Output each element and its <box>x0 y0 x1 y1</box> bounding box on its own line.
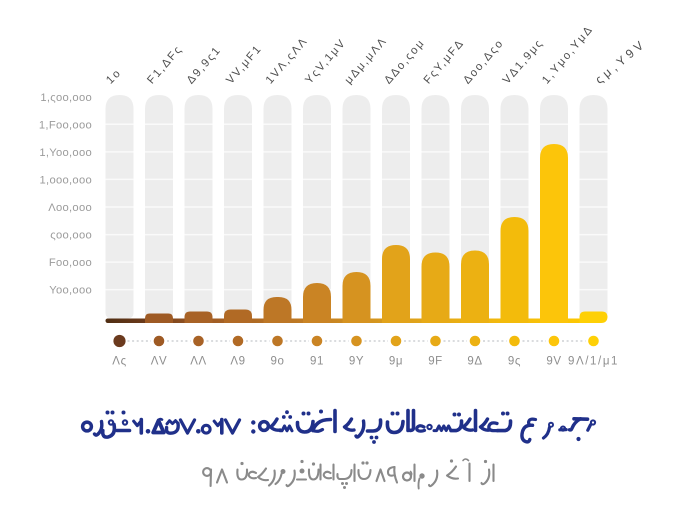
svg-text:Foo,ooo: Foo,ooo <box>49 257 92 269</box>
svg-text:Yoo,ooo: Yoo,ooo <box>49 285 92 297</box>
svg-text:1,ooo,ooo: 1,ooo,ooo <box>40 174 92 186</box>
svg-text:Λoo,ooo: Λoo,ooo <box>48 202 92 214</box>
svg-text:9ς: 9ς <box>508 356 521 368</box>
svg-text:Λς: Λς <box>112 356 126 368</box>
svg-text:9Δ: 9Δ <box>467 356 482 368</box>
svg-text:ΛΛ: ΛΛ <box>190 356 207 368</box>
svg-text:1,Yoo,ooo: 1,Yoo,ooo <box>39 147 92 159</box>
svg-text:1,Foo,ooo: 1,Foo,ooo <box>39 119 92 131</box>
svg-text:9o: 9o <box>271 356 285 368</box>
svg-text:ςoo,ooo: ςoo,ooo <box>50 230 92 242</box>
svg-text:9Λ/1/μ1: 9Λ/1/μ1 <box>568 356 619 368</box>
svg-text:91: 91 <box>310 356 324 368</box>
svg-text:9Y: 9Y <box>349 356 364 368</box>
svg-text:1,ςoo,ooo: 1,ςoo,ooo <box>40 92 92 104</box>
svg-text:9μ: 9μ <box>389 356 403 368</box>
svg-text:9V: 9V <box>546 356 561 368</box>
svg-text:ΛV: ΛV <box>151 356 168 368</box>
svg-text:Λ9: Λ9 <box>230 356 245 368</box>
svg-text:9F: 9F <box>428 356 443 368</box>
